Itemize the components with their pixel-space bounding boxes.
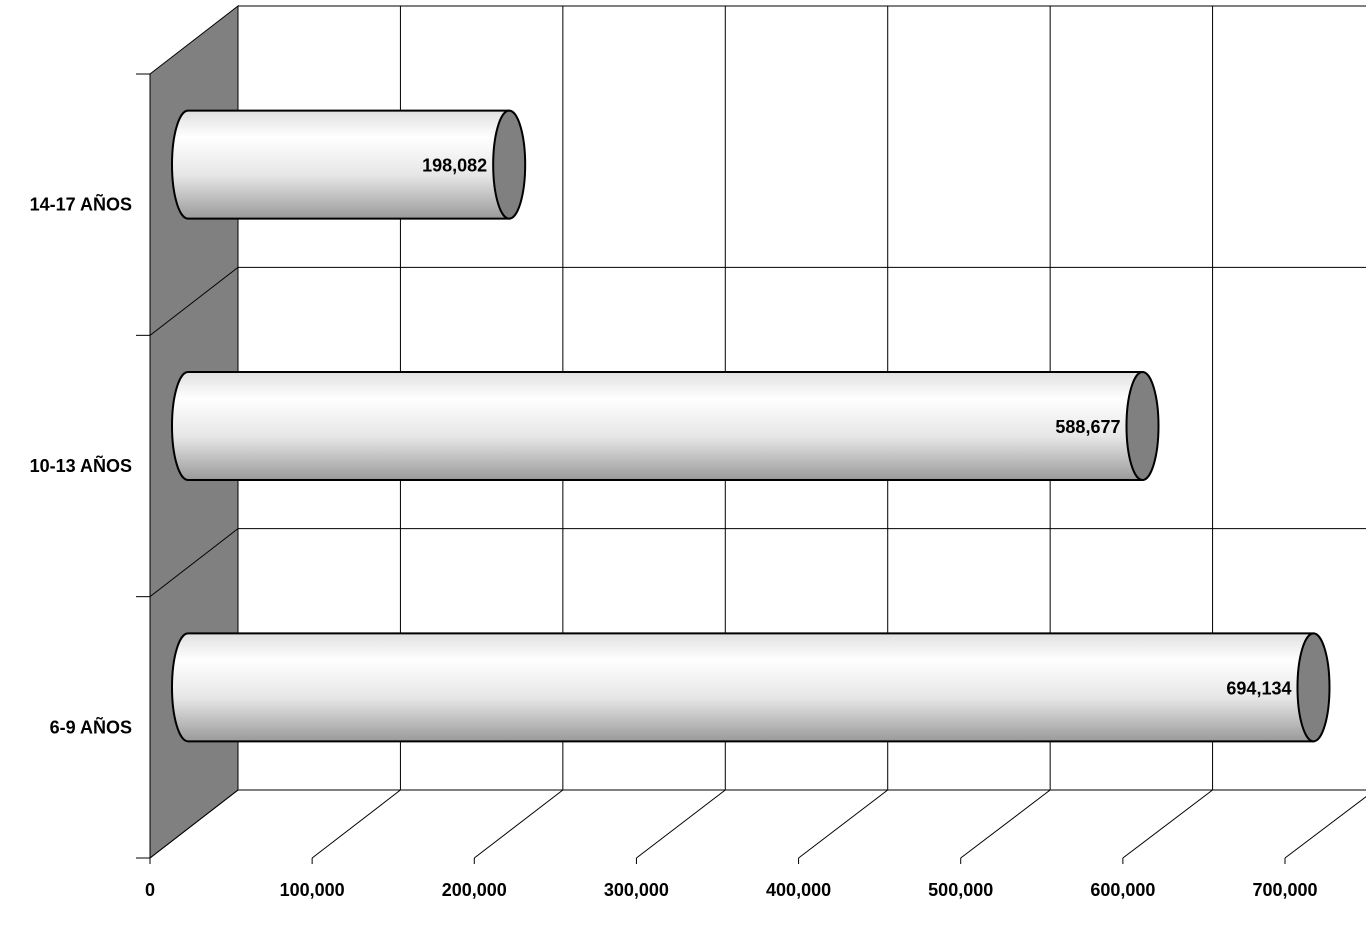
x-tick-label: 200,000 xyxy=(442,880,507,900)
bar-cap xyxy=(1125,371,1160,481)
y-axis-labels: 6-9 AÑOS 10-13 AÑOS 14-17 AÑOS xyxy=(30,194,132,738)
floor-gridline xyxy=(636,789,726,859)
bars: 694,134 588,677 198,082 xyxy=(171,109,1331,743)
data-label: 198,082 xyxy=(422,156,487,176)
category-label: 6-9 AÑOS xyxy=(50,716,132,737)
bar-10-13 AÑOS: 588,677 xyxy=(171,371,1160,481)
bar-body xyxy=(171,371,1144,481)
bar-body xyxy=(171,632,1315,743)
category-label: 14-17 AÑOS xyxy=(30,194,132,215)
x-tick-label: 500,000 xyxy=(928,880,993,900)
data-label: 694,134 xyxy=(1226,678,1291,698)
bar-cap xyxy=(1296,632,1331,743)
floor-gridline xyxy=(311,789,401,859)
x-axis-ticks: 0 100,000 200,000 300,000 400,000 500,000 600,… xyxy=(145,880,1318,900)
x-tick-label: 700,000 xyxy=(1252,880,1317,900)
bar-14-17 AÑOS: 198,082 xyxy=(171,109,527,220)
bar-body xyxy=(171,109,511,220)
x-tick-label: 300,000 xyxy=(604,880,669,900)
x-tick-label: 100,000 xyxy=(280,880,345,900)
x-tick-label: 0 xyxy=(145,880,155,900)
floor-gridline xyxy=(960,789,1051,859)
bar-cap xyxy=(492,109,527,220)
floor-gridline xyxy=(473,789,564,859)
floor-gridline xyxy=(798,789,889,859)
data-label: 588,677 xyxy=(1055,417,1120,437)
floor-gridline xyxy=(1284,796,1366,859)
x-tick-label: 600,000 xyxy=(1090,880,1155,900)
bar-6-9 AÑOS: 694,134 xyxy=(171,632,1331,743)
x-tick-label: 400,000 xyxy=(766,880,831,900)
floor-gridline xyxy=(1122,789,1213,859)
category-label: 10-13 AÑOS xyxy=(30,455,132,476)
